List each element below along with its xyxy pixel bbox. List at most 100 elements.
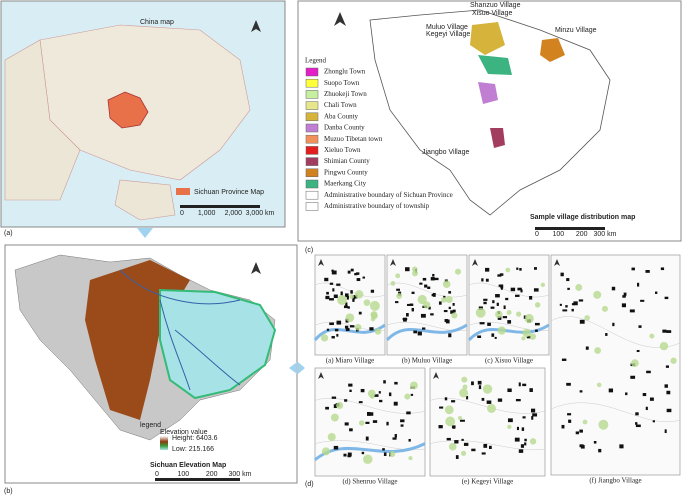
region bbox=[478, 82, 498, 104]
building bbox=[396, 288, 401, 291]
tree bbox=[374, 328, 382, 335]
tree bbox=[529, 438, 537, 445]
north-arrow bbox=[318, 372, 324, 379]
tree bbox=[412, 270, 419, 277]
building bbox=[529, 295, 533, 300]
building bbox=[560, 272, 564, 277]
building bbox=[334, 328, 339, 332]
tree bbox=[337, 295, 348, 305]
building bbox=[419, 282, 423, 285]
building bbox=[625, 392, 628, 396]
legend-swatch bbox=[305, 168, 319, 178]
building bbox=[403, 317, 407, 322]
scale-label: 100 bbox=[552, 231, 564, 238]
building bbox=[666, 330, 672, 333]
north-arrow bbox=[251, 20, 261, 32]
panel-b: legend Elevation value Height: 6403.6 Lo… bbox=[4, 244, 305, 495]
panel-label: (b) bbox=[4, 488, 13, 495]
building bbox=[494, 336, 497, 339]
building bbox=[561, 424, 565, 429]
scale-label: 0 bbox=[155, 471, 159, 478]
scale-label: 100 bbox=[177, 471, 189, 478]
building bbox=[445, 319, 450, 324]
panel-label: (a) bbox=[4, 230, 13, 237]
building bbox=[432, 292, 436, 297]
building bbox=[514, 437, 520, 442]
building bbox=[642, 393, 647, 397]
building bbox=[646, 370, 651, 374]
scale-label: 0 bbox=[535, 231, 539, 238]
building bbox=[352, 297, 355, 302]
arrow bbox=[137, 228, 153, 238]
building bbox=[608, 388, 614, 393]
building bbox=[486, 400, 492, 404]
building bbox=[665, 365, 669, 368]
building bbox=[354, 273, 358, 276]
building bbox=[518, 382, 521, 387]
building bbox=[471, 381, 474, 386]
elevation-ramp bbox=[160, 436, 168, 450]
inset-swatch bbox=[176, 188, 190, 195]
building bbox=[324, 277, 329, 282]
tree bbox=[349, 294, 355, 299]
building bbox=[524, 442, 527, 446]
building bbox=[400, 424, 404, 427]
tree bbox=[454, 268, 462, 275]
building bbox=[406, 411, 411, 415]
legend-swatch bbox=[305, 134, 319, 144]
tree bbox=[458, 415, 463, 421]
building bbox=[571, 303, 575, 306]
panel-a: China map Sichuan Province Map 0 1,000 2,0… bbox=[0, 0, 286, 238]
building bbox=[365, 436, 369, 441]
building bbox=[490, 306, 495, 309]
building bbox=[481, 452, 486, 455]
tree bbox=[475, 307, 486, 318]
region bbox=[540, 38, 565, 62]
building bbox=[568, 419, 572, 423]
building bbox=[664, 384, 668, 388]
legend-label: Maerkang City bbox=[324, 180, 367, 188]
north-arrow bbox=[472, 259, 478, 266]
building bbox=[535, 329, 538, 332]
building bbox=[612, 322, 615, 327]
legend-swatch bbox=[305, 123, 319, 133]
elevation-low: Low: 215.166 bbox=[172, 446, 214, 453]
building bbox=[383, 380, 386, 384]
building bbox=[439, 406, 444, 409]
building bbox=[526, 335, 532, 339]
building bbox=[593, 441, 597, 444]
building bbox=[444, 397, 448, 401]
building bbox=[379, 399, 383, 403]
tree bbox=[320, 334, 329, 342]
north-arrow bbox=[554, 259, 560, 266]
scale-label: 3,000 km bbox=[246, 210, 275, 217]
tree bbox=[507, 424, 512, 430]
legend-label: Aba County bbox=[324, 112, 359, 120]
building bbox=[349, 325, 355, 328]
building bbox=[499, 273, 504, 276]
north-arrow bbox=[318, 259, 324, 266]
building bbox=[394, 381, 398, 385]
building bbox=[393, 401, 398, 406]
building bbox=[516, 267, 519, 270]
building bbox=[329, 282, 334, 285]
building bbox=[406, 313, 409, 317]
tree bbox=[601, 305, 608, 312]
building bbox=[662, 329, 667, 333]
building bbox=[325, 406, 329, 410]
tree bbox=[358, 420, 365, 426]
building bbox=[478, 385, 482, 390]
building bbox=[459, 419, 465, 422]
building bbox=[344, 399, 348, 402]
building bbox=[621, 303, 627, 308]
building bbox=[498, 284, 502, 287]
tree bbox=[459, 388, 469, 398]
building bbox=[326, 291, 329, 295]
tree bbox=[461, 450, 467, 456]
building bbox=[356, 278, 361, 282]
building bbox=[386, 421, 389, 426]
building bbox=[635, 424, 641, 428]
building bbox=[579, 444, 584, 448]
building bbox=[452, 426, 456, 429]
